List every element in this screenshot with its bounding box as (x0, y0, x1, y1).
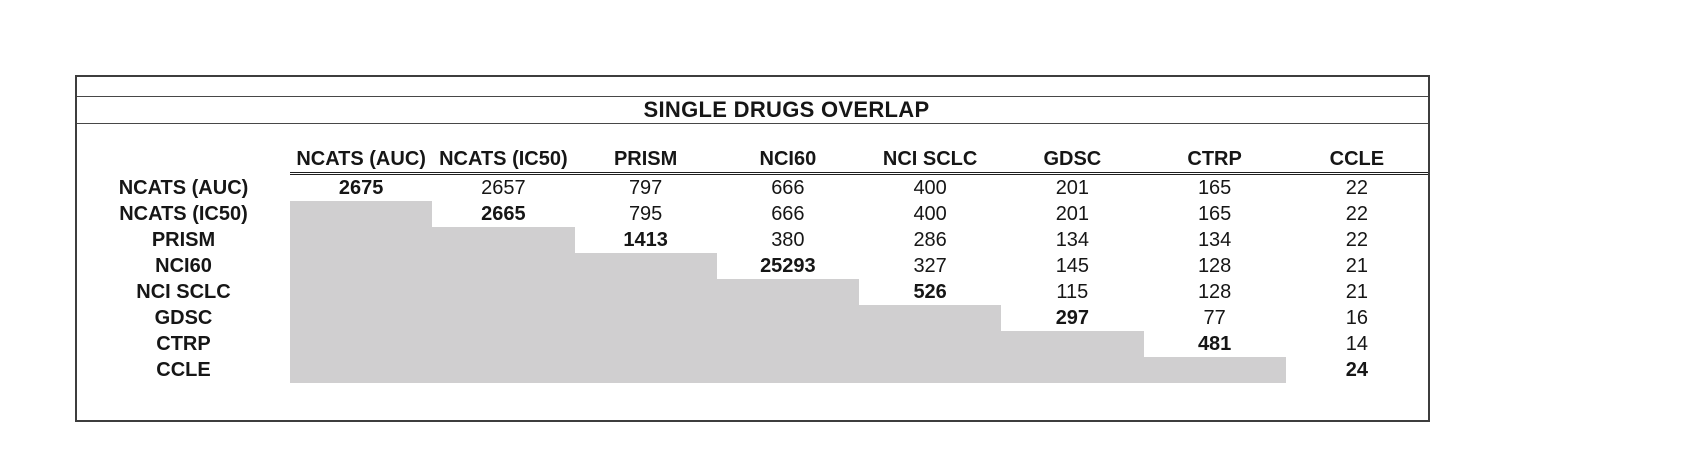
shaded-cell (290, 227, 433, 253)
matrix-cell: 666 (771, 203, 805, 225)
matrix-cell: 2657 (481, 177, 526, 199)
matrix-cell: 128 (1197, 255, 1232, 277)
matrix-cell: 400 (913, 177, 947, 199)
diagonal-cell: 2675 (338, 177, 384, 199)
matrix-cell: 145 (1055, 255, 1090, 277)
column-header-ncats-auc: NCATS (AUC) (296, 148, 426, 170)
matrix-cell: 165 (1197, 177, 1232, 199)
shaded-cell (290, 201, 433, 227)
shaded-cell (290, 279, 433, 305)
shaded-cell (432, 253, 575, 279)
shaded-cell (716, 305, 859, 331)
shaded-cell (432, 227, 575, 253)
matrix-cell: 16 (1345, 307, 1368, 329)
matrix-cell: 21 (1345, 281, 1368, 303)
matrix-row-nci-sclc: NCI SCLC 526 115 128 21 (77, 279, 1428, 305)
shaded-cell (432, 331, 575, 357)
matrix-cell: 380 (771, 229, 805, 251)
shaded-cell (859, 357, 1002, 383)
column-header-nci60: NCI60 (759, 148, 817, 170)
shaded-cell (1143, 357, 1286, 383)
matrix-row-ncats-ic50: NCATS (IC50) 2665 795 666 400 201 165 22 (77, 201, 1428, 227)
row-label-ncats-ic50: NCATS (IC50) (119, 203, 248, 225)
matrix-cell: 165 (1197, 203, 1232, 225)
matrix-cell: 134 (1055, 229, 1090, 251)
shaded-cell (290, 253, 433, 279)
shaded-cell (290, 357, 433, 383)
matrix-cell: 14 (1345, 333, 1368, 355)
matrix-cell: 22 (1345, 229, 1368, 251)
matrix-cell: 21 (1345, 255, 1368, 277)
matrix-cell: 797 (628, 177, 663, 199)
shaded-cell (716, 279, 859, 305)
matrix-cell: 115 (1056, 281, 1089, 303)
shaded-cell (574, 305, 717, 331)
row-label-nci-sclc: NCI SCLC (136, 281, 231, 303)
row-label-prism: PRISM (151, 229, 216, 251)
matrix-row-prism: PRISM 1413 380 286 134 134 22 (77, 227, 1428, 253)
shaded-cell (432, 279, 575, 305)
matrix-row-gdsc: GDSC 297 77 16 (77, 305, 1428, 331)
shaded-cell (859, 305, 1002, 331)
shaded-cell (1001, 331, 1144, 357)
matrix-cell: 400 (913, 203, 947, 225)
matrix-header-row: NCATS (AUC) NCATS (IC50) PRISM NCI60 NCI SCL… (77, 146, 1428, 172)
matrix-cell: 77 (1203, 307, 1226, 329)
shaded-cell (574, 253, 717, 279)
header-underline (290, 172, 1428, 175)
shaded-cell (859, 331, 1002, 357)
shaded-cell (574, 331, 717, 357)
column-header-prism: PRISM (613, 148, 678, 170)
matrix-cell: 666 (771, 177, 805, 199)
matrix-row-ccle: CCLE 24 (77, 357, 1428, 383)
matrix-cell: 286 (913, 229, 947, 251)
matrix-cell: 128 (1197, 281, 1232, 303)
shaded-cell (290, 305, 433, 331)
diagonal-cell: 2665 (481, 203, 526, 225)
shaded-cell (716, 331, 859, 357)
matrix-cell: 134 (1197, 229, 1232, 251)
matrix-cell: 795 (628, 203, 663, 225)
matrix-row-ctrp: CTRP 481 14 (77, 331, 1428, 357)
shaded-cell (716, 357, 859, 383)
diagonal-cell: 1413 (623, 229, 668, 251)
row-label-ctrp: CTRP (156, 333, 211, 355)
table-title: SINGLE DRUGS OVERLAP (77, 97, 1428, 124)
shaded-cell (1001, 357, 1144, 383)
row-label-nci60: NCI60 (155, 255, 212, 277)
row-label-gdsc: GDSC (154, 307, 213, 329)
column-header-ncats-ic50: NCATS (IC50) (439, 148, 568, 170)
matrix-cell: 201 (1055, 177, 1090, 199)
row-label-ncats-auc: NCATS (AUC) (118, 177, 249, 199)
shaded-cell (574, 357, 717, 383)
column-header-ctrp: CTRP (1187, 148, 1242, 170)
top-empty-band (77, 77, 1428, 97)
diagonal-cell: 297 (1055, 307, 1090, 329)
diagonal-cell: 25293 (760, 255, 816, 277)
matrix-cell: 327 (913, 255, 947, 277)
matrix-row-ncats-auc: NCATS (AUC) 2675 2657 797 666 400 201 165 22 (77, 175, 1428, 201)
diagonal-cell: 481 (1197, 333, 1232, 355)
shaded-cell (290, 331, 433, 357)
diagonal-cell: 526 (913, 281, 947, 303)
shaded-cell (574, 279, 717, 305)
shaded-cell (432, 357, 575, 383)
single-drugs-overlap-table: SINGLE DRUGS OVERLAP NCATS (AUC) NCATS (I… (75, 75, 1430, 422)
matrix-cell: 22 (1345, 203, 1368, 225)
matrix-cell: 22 (1345, 177, 1368, 199)
column-header-gdsc: GDSC (1043, 148, 1102, 170)
overlap-matrix: NCATS (AUC) NCATS (IC50) PRISM NCI60 NCI SCL… (77, 146, 1428, 383)
matrix-row-nci60: NCI60 25293 327 145 128 21 (77, 253, 1428, 279)
matrix-body: NCATS (AUC) 2675 2657 797 666 400 201 165 22 NCAT… (77, 175, 1428, 383)
column-header-nci-sclc: NCI SCLC (882, 148, 978, 170)
shaded-cell (432, 305, 575, 331)
row-label-ccle: CCLE (156, 359, 211, 381)
matrix-cell: 201 (1055, 203, 1090, 225)
column-header-ccle: CCLE (1329, 148, 1385, 170)
diagonal-cell: 24 (1345, 359, 1368, 381)
